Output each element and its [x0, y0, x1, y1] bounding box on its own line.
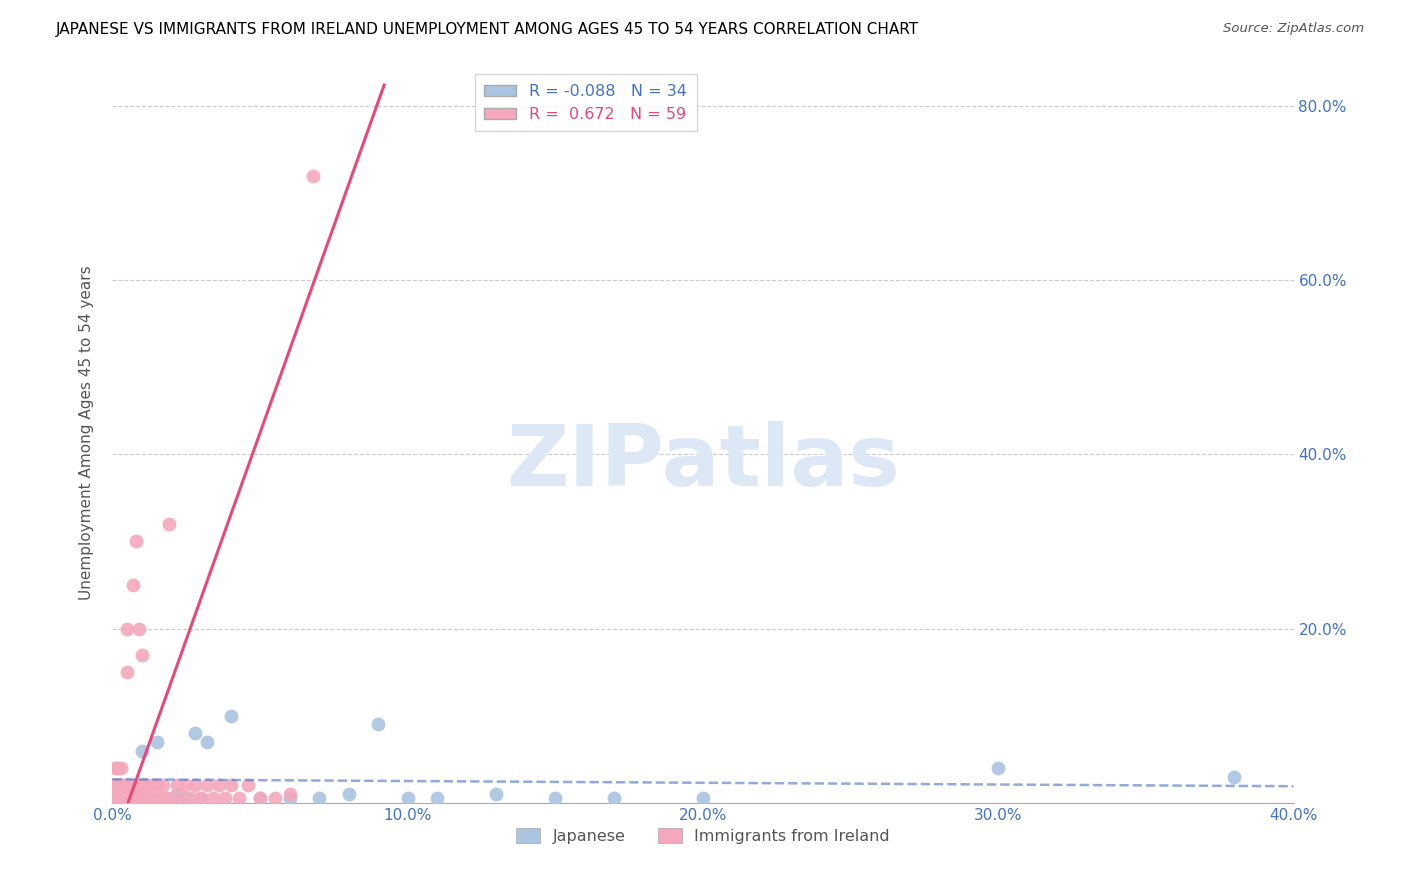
Point — [131, 743, 153, 757]
Point — [107, 791, 129, 805]
Point — [219, 708, 242, 723]
Point — [117, 787, 138, 801]
Point — [101, 778, 124, 792]
Point — [201, 791, 224, 805]
Point — [174, 791, 197, 805]
Point — [117, 665, 138, 680]
Point — [117, 778, 138, 792]
Point — [181, 791, 204, 805]
Point — [249, 791, 271, 805]
Point — [131, 648, 153, 662]
Point — [1223, 770, 1246, 784]
Point — [308, 791, 330, 805]
Legend: Japanese, Immigrants from Ireland: Japanese, Immigrants from Ireland — [509, 822, 897, 850]
Point — [122, 578, 145, 592]
Point — [152, 791, 174, 805]
Point — [190, 791, 212, 805]
Point — [107, 789, 129, 803]
Point — [125, 534, 148, 549]
Y-axis label: Unemployment Among Ages 45 to 54 years: Unemployment Among Ages 45 to 54 years — [79, 265, 94, 600]
Point — [149, 791, 172, 805]
Point — [396, 791, 419, 805]
Point — [302, 169, 325, 183]
Point — [104, 791, 127, 805]
Point — [136, 791, 159, 805]
Point — [157, 517, 180, 532]
Point — [337, 787, 360, 801]
Point — [125, 791, 148, 805]
Point — [104, 791, 127, 805]
Point — [278, 791, 301, 805]
Point — [485, 787, 508, 801]
Point — [107, 761, 129, 775]
Point — [195, 778, 218, 792]
Point — [101, 787, 124, 801]
Point — [128, 791, 150, 805]
Point — [110, 785, 132, 799]
Point — [117, 622, 138, 636]
Point — [146, 778, 169, 792]
Point — [249, 791, 271, 805]
Point — [174, 778, 197, 792]
Point — [190, 791, 212, 805]
Point — [104, 778, 127, 792]
Point — [110, 761, 132, 775]
Point — [152, 778, 174, 792]
Point — [146, 791, 169, 805]
Point — [692, 791, 714, 805]
Point — [117, 791, 138, 805]
Point — [264, 791, 287, 805]
Point — [128, 622, 150, 636]
Point — [120, 778, 142, 792]
Point — [184, 778, 207, 792]
Point — [426, 791, 449, 805]
Point — [117, 791, 138, 805]
Point — [120, 789, 142, 803]
Point — [208, 778, 231, 792]
Point — [125, 778, 148, 792]
Point — [166, 787, 188, 801]
Point — [107, 778, 129, 792]
Point — [160, 791, 183, 805]
Point — [110, 791, 132, 805]
Point — [238, 778, 260, 792]
Point — [136, 791, 159, 805]
Point — [112, 791, 135, 805]
Point — [367, 717, 389, 731]
Text: ZIPatlas: ZIPatlas — [506, 421, 900, 504]
Point — [122, 791, 145, 805]
Text: Source: ZipAtlas.com: Source: ZipAtlas.com — [1223, 22, 1364, 36]
Point — [166, 778, 188, 792]
Point — [155, 791, 177, 805]
Point — [278, 787, 301, 801]
Point — [104, 761, 127, 775]
Text: JAPANESE VS IMMIGRANTS FROM IRELAND UNEMPLOYMENT AMONG AGES 45 TO 54 YEARS CORRE: JAPANESE VS IMMIGRANTS FROM IRELAND UNEM… — [56, 22, 920, 37]
Point — [184, 726, 207, 740]
Point — [120, 791, 142, 805]
Point — [195, 735, 218, 749]
Point — [228, 791, 250, 805]
Point — [101, 791, 124, 805]
Point — [987, 761, 1010, 775]
Point — [112, 778, 135, 792]
Point — [112, 791, 135, 805]
Point — [134, 791, 156, 805]
Point — [603, 791, 626, 805]
Point — [172, 791, 194, 805]
Point — [219, 778, 242, 792]
Point — [122, 791, 145, 805]
Point — [214, 791, 236, 805]
Point — [136, 778, 159, 792]
Point — [134, 778, 156, 792]
Point — [160, 791, 183, 805]
Point — [131, 778, 153, 792]
Point — [110, 778, 132, 792]
Point — [146, 735, 169, 749]
Point — [544, 791, 567, 805]
Point — [142, 778, 165, 792]
Point — [139, 791, 162, 805]
Point — [131, 791, 153, 805]
Point — [125, 787, 148, 801]
